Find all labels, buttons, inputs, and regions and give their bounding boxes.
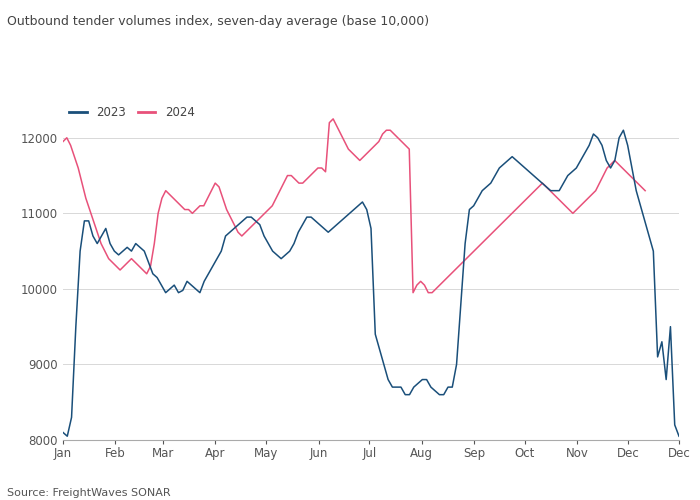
2024 <box>265 206 273 212</box>
Line: 2024: 2024 <box>63 119 645 292</box>
2024 <box>435 282 444 288</box>
2023 <box>63 433 71 439</box>
Text: Outbound tender volumes index, seven-day average (base 10,000): Outbound tender volumes index, seven-day… <box>7 15 429 28</box>
2024 <box>565 206 573 212</box>
Line: 2023: 2023 <box>63 130 679 436</box>
2023 <box>675 433 683 439</box>
2023 <box>418 376 426 382</box>
2023 <box>620 127 628 133</box>
2024 <box>409 290 417 296</box>
2023 <box>640 218 649 224</box>
2024 <box>329 116 337 122</box>
2024 <box>59 138 67 144</box>
2024 <box>260 210 269 216</box>
2024 <box>542 184 550 190</box>
2023 <box>529 172 538 178</box>
2023 <box>59 430 67 436</box>
2023 <box>67 414 76 420</box>
2023 <box>547 188 555 194</box>
Legend: 2023, 2024: 2023, 2024 <box>69 106 195 119</box>
2024 <box>500 218 509 224</box>
2024 <box>641 188 650 194</box>
Text: Source: FreightWaves SONAR: Source: FreightWaves SONAR <box>7 488 171 498</box>
2023 <box>93 240 102 246</box>
